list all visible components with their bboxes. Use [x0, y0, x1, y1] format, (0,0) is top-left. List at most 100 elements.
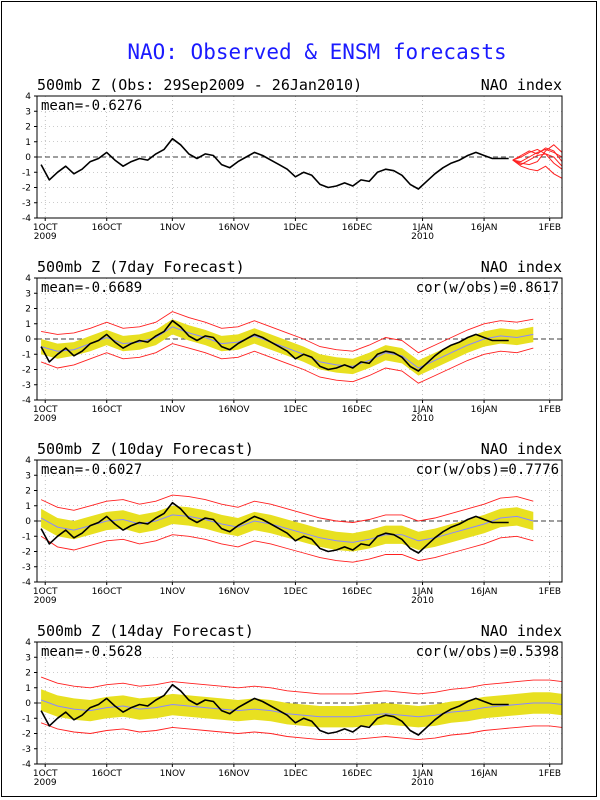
x-tick-label: 16OCT [92, 405, 123, 415]
y-tick-label: 4 [25, 638, 31, 648]
y-tick-label: 0 [25, 335, 31, 345]
ensemble-mean-line [40, 699, 563, 718]
x-tick-label: 1OCT [33, 587, 58, 597]
member-forecast-line [512, 148, 563, 163]
member-forecast-line [512, 159, 563, 179]
x-tick-label: 1OCT [33, 223, 58, 233]
x-tick-label: 16DEC [342, 587, 372, 597]
observed-nao-line [40, 683, 509, 736]
y-tick-label: 3 [25, 107, 31, 117]
member-forecast-line [512, 144, 563, 166]
observed-nao-line [40, 501, 509, 554]
correlation-stat: cor(w/obs)=0.8617 [416, 280, 559, 296]
ensemble-spread-band [41, 319, 534, 376]
y-tick-label: -2 [22, 366, 31, 376]
y-tick-label: 3 [25, 289, 31, 299]
x-tick-label: 1JAN [412, 405, 433, 415]
x-tick-label: 16NOV [218, 223, 250, 233]
x-tick-label: 16JAN [471, 405, 498, 415]
y-tick-label: -1 [22, 168, 31, 178]
x-tick-year-label: 2010 [411, 596, 434, 606]
x-tick-label: 1NOV [160, 769, 186, 779]
x-tick-label: 16JAN [471, 769, 498, 779]
x-tick-label: 1OCT [33, 405, 58, 415]
x-tick-label: 1JAN [412, 769, 433, 779]
mean-stat: mean=-0.6689 [41, 280, 142, 296]
ensemble-min-line [40, 722, 563, 741]
panel-index-label: NAO index [481, 258, 562, 276]
y-tick-label: -4 [22, 214, 31, 224]
x-tick-label: 16DEC [342, 405, 372, 415]
x-tick-label: 1DEC [283, 405, 308, 415]
member-forecast-line [512, 147, 563, 162]
x-tick-label: 16NOV [218, 587, 250, 597]
x-tick-label: 16NOV [218, 405, 250, 415]
y-tick-label: -3 [22, 563, 31, 573]
panel-title: 500mb Z (Obs: 29Sep2009 - 26Jan2010) [37, 76, 362, 94]
figure-title: NAO: Observed & ENSM forecasts [127, 40, 506, 64]
y-tick-label: -3 [22, 381, 31, 391]
y-tick-label: -4 [22, 578, 31, 588]
y-tick-label: 3 [25, 471, 31, 481]
y-tick-label: 1 [25, 138, 31, 148]
nao-panel-1: 500mb Z (Obs: 29Sep2009 - 26Jan2010) NAO … [22, 76, 563, 242]
y-tick-label: 2 [25, 669, 31, 679]
panel-title: 500mb Z (10day Forecast) [37, 440, 254, 458]
y-tick-label: 1 [25, 502, 31, 512]
ensemble-max-line [40, 494, 534, 523]
x-tick-label: 1FEB [538, 769, 561, 779]
nao-panel-3: 500mb Z (10day Forecast) NAO index mean=-0… [22, 440, 563, 606]
x-tick-label: 16JAN [471, 587, 498, 597]
x-tick-label: 1DEC [283, 223, 308, 233]
correlation-stat: cor(w/obs)=0.7776 [416, 462, 559, 478]
mean-stat: mean=-0.6276 [41, 98, 142, 114]
x-tick-label: 1JAN [412, 223, 433, 233]
x-tick-label: 1NOV [160, 405, 186, 415]
x-tick-label: 16JAN [471, 223, 498, 233]
mean-stat: mean=-0.6027 [41, 462, 142, 478]
panel-index-label: NAO index [481, 76, 562, 94]
x-tick-label: 16OCT [92, 587, 123, 597]
ensemble-max-line [40, 676, 563, 695]
ensemble-mean-line [40, 514, 534, 543]
y-tick-label: 4 [25, 92, 31, 102]
panel-index-label: NAO index [481, 622, 562, 640]
y-tick-label: 2 [25, 305, 31, 315]
x-tick-label: 16OCT [92, 769, 123, 779]
x-tick-year-label: 2009 [34, 596, 57, 606]
correlation-stat: cor(w/obs)=0.5398 [416, 644, 559, 660]
x-tick-label: 1DEC [283, 769, 308, 779]
ensemble-mean-line [40, 326, 534, 369]
x-tick-year-label: 2010 [411, 232, 434, 242]
y-tick-label: -2 [22, 730, 31, 740]
x-tick-year-label: 2010 [411, 414, 434, 424]
ensemble-min-line [40, 534, 534, 563]
x-tick-label: 16NOV [218, 769, 250, 779]
y-tick-label: 4 [25, 456, 31, 466]
x-tick-year-label: 2009 [34, 232, 57, 242]
y-tick-label: -1 [22, 532, 31, 542]
y-tick-label: 0 [25, 517, 31, 527]
x-tick-label: 1FEB [538, 587, 561, 597]
x-tick-label: 1NOV [160, 587, 186, 597]
plot-area-frame [36, 95, 563, 219]
x-tick-year-label: 2009 [34, 778, 57, 788]
mean-stat: mean=-0.5628 [41, 644, 142, 660]
x-tick-label: 1FEB [538, 223, 561, 233]
x-tick-label: 1OCT [33, 769, 58, 779]
y-tick-label: -2 [22, 548, 31, 558]
ensemble-spread-band [41, 689, 563, 728]
panel-title: 500mb Z (14day Forecast) [37, 622, 254, 640]
ensemble-min-line [40, 343, 534, 384]
x-tick-label: 16OCT [92, 223, 123, 233]
y-tick-label: -2 [22, 184, 31, 194]
x-tick-label: 1JAN [412, 587, 433, 597]
member-forecast-line [512, 148, 563, 167]
observed-nao-line [40, 137, 509, 190]
x-tick-label: 16DEC [342, 223, 372, 233]
y-tick-label: -3 [22, 199, 31, 209]
x-tick-label: 1FEB [538, 405, 561, 415]
nao-panel-4: 500mb Z (14day Forecast) NAO index mean=-0… [22, 622, 563, 788]
